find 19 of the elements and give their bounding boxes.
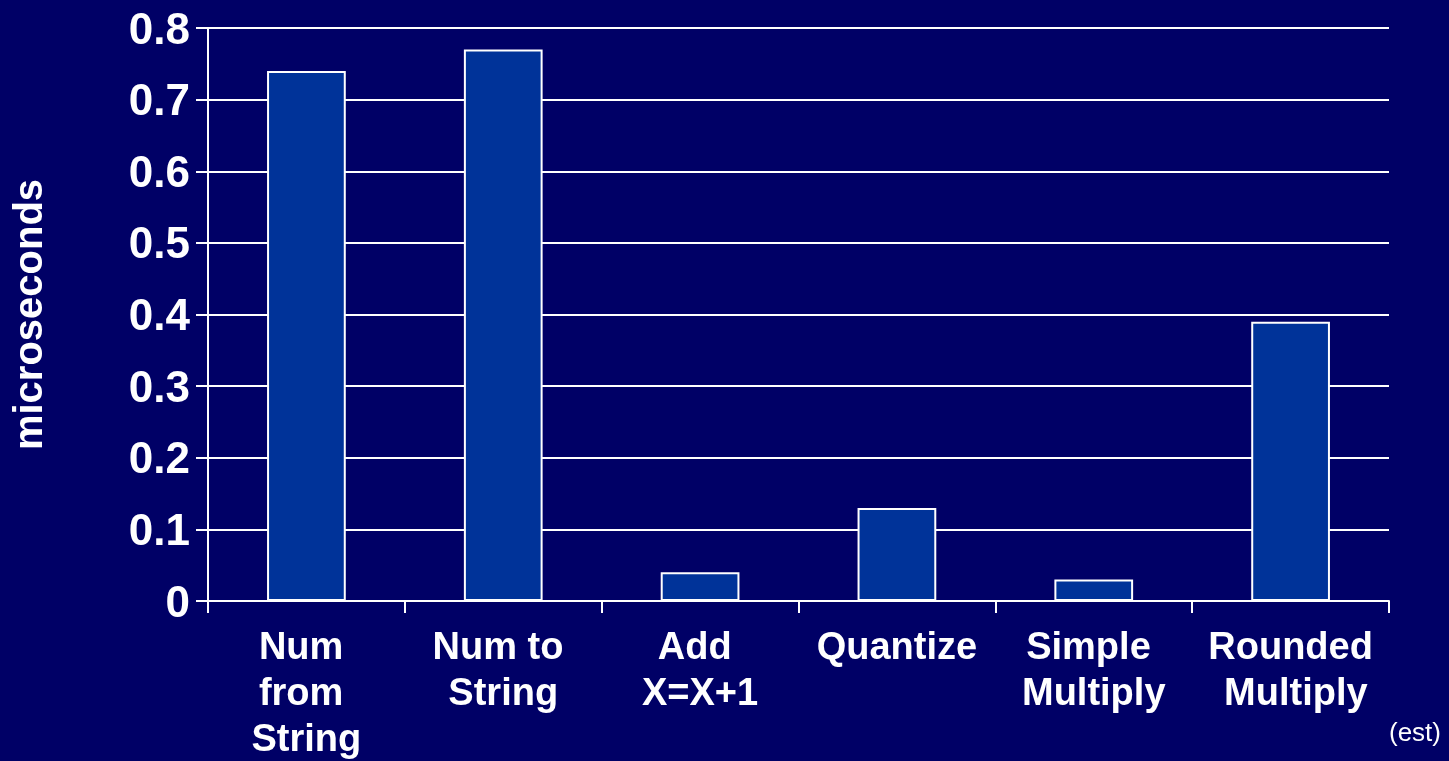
x-tick-label: Simple Multiply xyxy=(1021,625,1166,713)
bar xyxy=(660,572,740,601)
y-tick-label: 0.5 xyxy=(128,218,190,268)
y-tick-label: 0.4 xyxy=(128,290,191,339)
y-tick-label: 0 xyxy=(165,576,190,626)
y-tick-label: 0.7 xyxy=(128,75,190,125)
y-tick-label: 0.6 xyxy=(128,146,190,196)
x-tick-label: Rounded Multiply xyxy=(1208,625,1373,713)
y-tick-label: 0.1 xyxy=(128,504,190,554)
y-tick-label: 0.2 xyxy=(128,433,190,483)
x-tick-label: Quantize xyxy=(816,625,978,667)
y-axis-title: microseconds xyxy=(6,178,50,451)
y-tick-label: 0.8 xyxy=(128,3,190,53)
x-tick-label: Add X=X+1 xyxy=(641,625,759,713)
text: (est) xyxy=(1389,717,1441,747)
y-tick-label: 0.3 xyxy=(128,361,190,411)
x-tick-label: Num from String xyxy=(251,625,362,759)
bar xyxy=(1054,579,1134,601)
x-tick-label: Num to String xyxy=(432,625,574,713)
